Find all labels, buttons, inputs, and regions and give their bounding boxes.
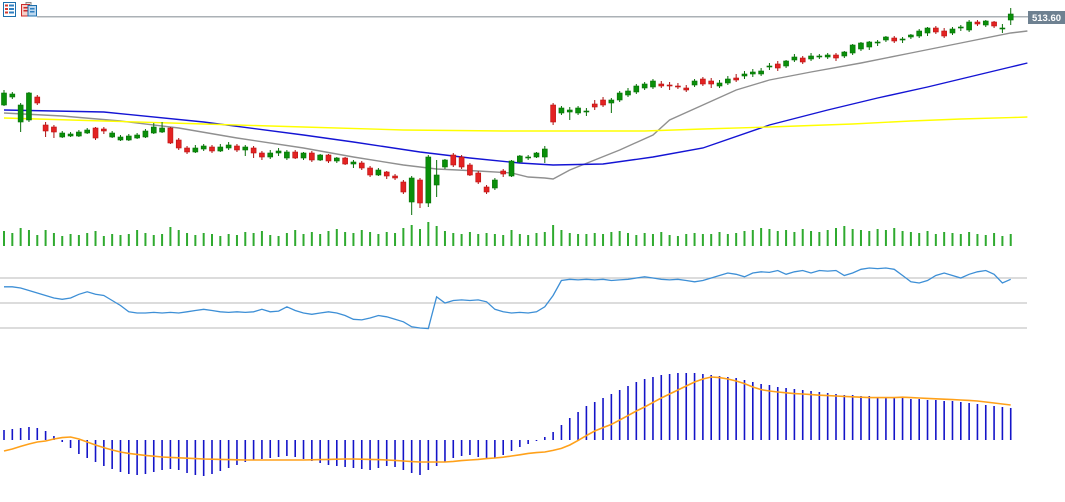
list-view-button[interactable] [3, 2, 16, 17]
price-pane[interactable] [1, 8, 1029, 215]
last-price-label-box [1028, 11, 1065, 24]
macd-pane[interactable] [3, 373, 1012, 476]
list-view-icon [3, 2, 16, 17]
last-price-label: 513.60 [1028, 11, 1065, 24]
rsi-pane[interactable] [0, 267, 1027, 330]
chart-view-button[interactable] [21, 2, 37, 17]
chart-view-icon [21, 2, 37, 17]
last-price-label-text: 513.60 [1032, 13, 1061, 24]
toolbar [3, 2, 37, 17]
volume-pane[interactable] [3, 222, 1012, 246]
